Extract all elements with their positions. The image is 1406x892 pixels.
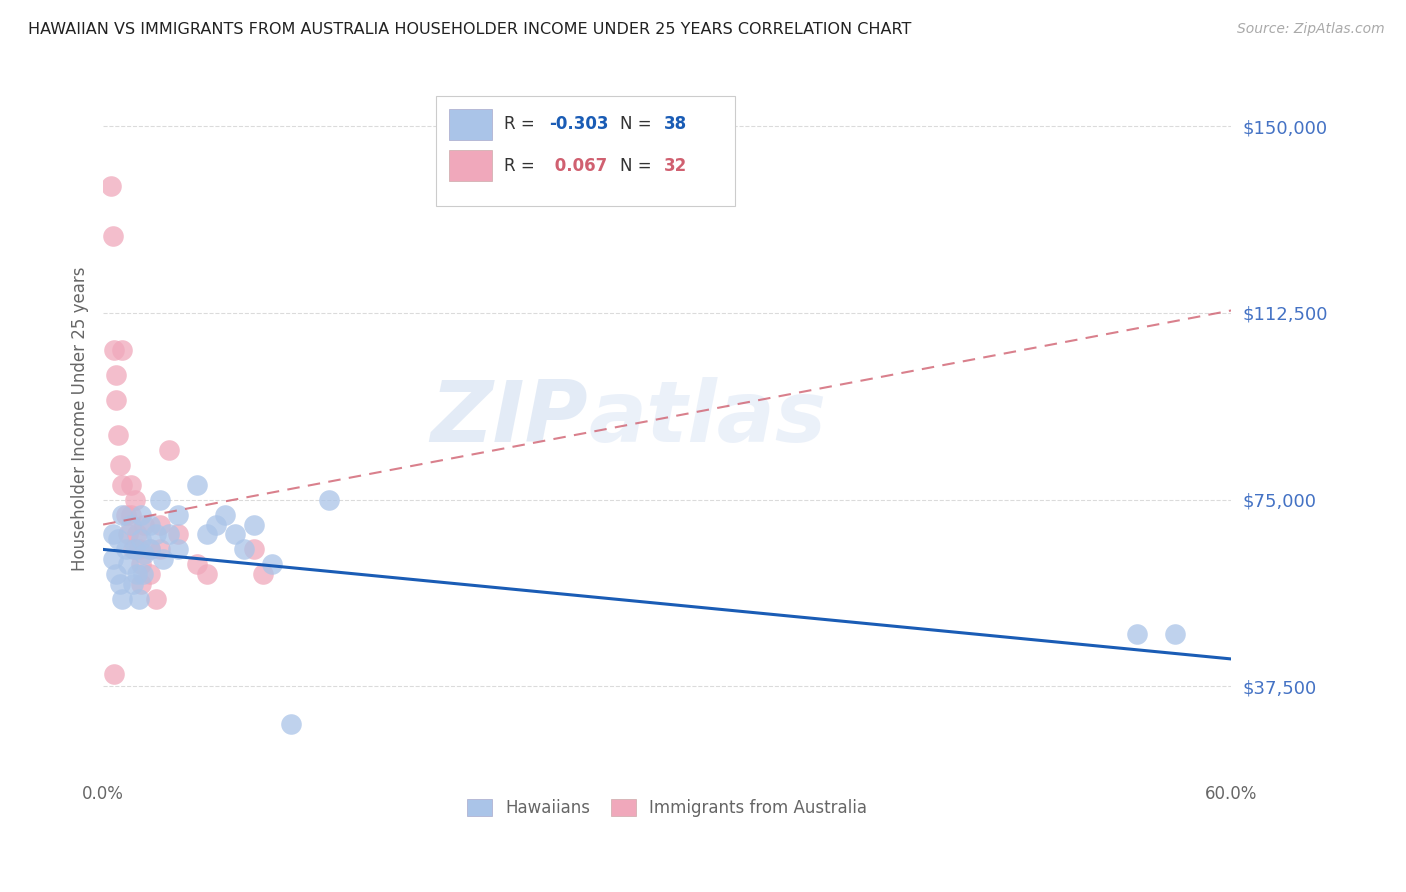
Text: R =: R = xyxy=(503,156,540,175)
Point xyxy=(139,567,162,582)
Point xyxy=(108,458,131,472)
Point xyxy=(1126,627,1149,641)
Point xyxy=(111,508,134,522)
Point xyxy=(167,508,190,522)
Point xyxy=(128,592,150,607)
Text: N =: N = xyxy=(620,115,657,134)
Point xyxy=(111,477,134,491)
Point xyxy=(125,567,148,582)
Point xyxy=(152,552,174,566)
Point xyxy=(125,527,148,541)
Point xyxy=(101,228,124,243)
Point xyxy=(105,368,128,383)
Point xyxy=(145,527,167,541)
Point xyxy=(148,517,170,532)
Point xyxy=(129,558,152,572)
Point xyxy=(124,542,146,557)
Point xyxy=(233,542,256,557)
Point xyxy=(145,592,167,607)
Point xyxy=(148,542,170,557)
Text: Source: ZipAtlas.com: Source: ZipAtlas.com xyxy=(1237,22,1385,37)
Point xyxy=(107,533,129,547)
Point xyxy=(186,477,208,491)
Text: 38: 38 xyxy=(664,115,688,134)
FancyBboxPatch shape xyxy=(450,109,492,140)
Point xyxy=(114,542,136,557)
Text: -0.303: -0.303 xyxy=(548,115,609,134)
Point xyxy=(318,492,340,507)
Legend: Hawaiians, Immigrants from Australia: Hawaiians, Immigrants from Australia xyxy=(458,790,876,825)
Point xyxy=(129,533,152,547)
Point xyxy=(128,542,150,557)
Point xyxy=(120,508,142,522)
Point xyxy=(101,552,124,566)
Point xyxy=(100,179,122,194)
Y-axis label: Householder Income Under 25 years: Householder Income Under 25 years xyxy=(72,267,89,571)
Point xyxy=(101,527,124,541)
Point xyxy=(105,567,128,582)
Point xyxy=(114,508,136,522)
Point xyxy=(129,508,152,522)
Point xyxy=(117,558,139,572)
Point xyxy=(280,716,302,731)
Point xyxy=(120,477,142,491)
Point xyxy=(134,517,156,532)
Point xyxy=(214,508,236,522)
FancyBboxPatch shape xyxy=(436,96,735,206)
Point xyxy=(122,577,145,591)
Point xyxy=(167,542,190,557)
Point xyxy=(242,517,264,532)
Text: atlas: atlas xyxy=(588,377,827,460)
Point xyxy=(167,527,190,541)
Point xyxy=(242,542,264,557)
Point xyxy=(103,666,125,681)
Point xyxy=(124,492,146,507)
Point xyxy=(131,567,153,582)
Point xyxy=(129,577,152,591)
Point xyxy=(1164,627,1187,641)
Point xyxy=(105,393,128,408)
Point xyxy=(139,542,162,557)
Point xyxy=(108,577,131,591)
Text: 0.067: 0.067 xyxy=(548,156,607,175)
Point xyxy=(139,517,162,532)
Text: 32: 32 xyxy=(664,156,688,175)
Point xyxy=(157,442,180,457)
FancyBboxPatch shape xyxy=(450,150,492,181)
Point xyxy=(195,527,218,541)
Point xyxy=(205,517,228,532)
Text: ZIP: ZIP xyxy=(430,377,588,460)
Point xyxy=(148,492,170,507)
Text: HAWAIIAN VS IMMIGRANTS FROM AUSTRALIA HOUSEHOLDER INCOME UNDER 25 YEARS CORRELAT: HAWAIIAN VS IMMIGRANTS FROM AUSTRALIA HO… xyxy=(28,22,911,37)
Point xyxy=(134,548,156,562)
Point xyxy=(103,343,125,358)
Point xyxy=(157,527,180,541)
Point xyxy=(107,428,129,442)
Point xyxy=(252,567,274,582)
Point xyxy=(186,558,208,572)
Text: R =: R = xyxy=(503,115,540,134)
Point xyxy=(120,517,142,532)
Point xyxy=(195,567,218,582)
Point xyxy=(262,558,284,572)
Point xyxy=(117,527,139,541)
Point xyxy=(224,527,246,541)
Point xyxy=(139,542,162,557)
Text: N =: N = xyxy=(620,156,657,175)
Point xyxy=(122,542,145,557)
Point xyxy=(111,343,134,358)
Point xyxy=(111,592,134,607)
